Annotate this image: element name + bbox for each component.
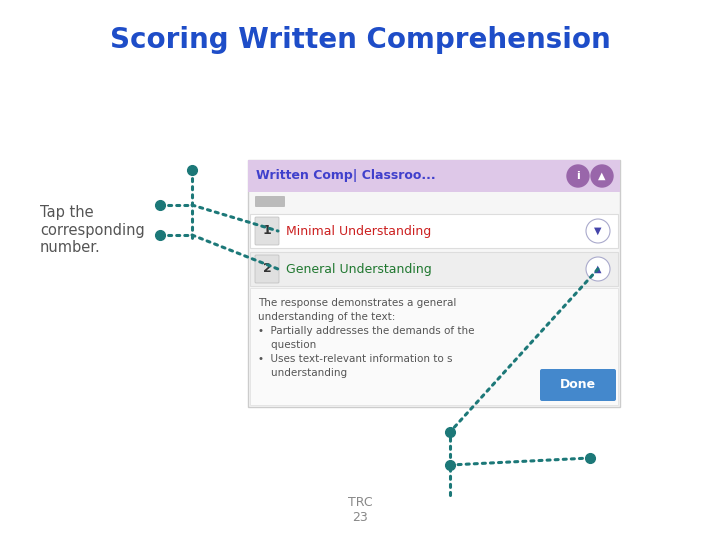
FancyBboxPatch shape (540, 369, 616, 401)
FancyBboxPatch shape (255, 196, 285, 207)
Text: Scoring Written Comprehension: Scoring Written Comprehension (109, 26, 611, 54)
Text: 2: 2 (263, 262, 271, 275)
Text: ▲: ▲ (598, 171, 606, 181)
Text: Done: Done (560, 379, 596, 392)
Text: TRC
23: TRC 23 (348, 496, 372, 524)
Text: Written Comp| Classroo...: Written Comp| Classroo... (256, 170, 436, 183)
Circle shape (567, 165, 589, 187)
FancyBboxPatch shape (255, 255, 279, 283)
Text: The response demonstrates a general: The response demonstrates a general (258, 298, 456, 308)
Text: understanding: understanding (258, 368, 347, 378)
Text: i: i (576, 171, 580, 181)
Text: ▲: ▲ (594, 264, 602, 274)
Bar (248, 160, 620, 192)
Text: •  Uses text-relevant information to s: • Uses text-relevant information to s (258, 354, 452, 364)
Text: 1: 1 (263, 225, 271, 238)
Text: Minimal Understanding: Minimal Understanding (286, 225, 431, 238)
Text: General Understanding: General Understanding (286, 262, 432, 275)
Circle shape (586, 257, 610, 281)
Bar (250, 288, 618, 405)
Bar (250, 214, 618, 248)
Text: question: question (258, 340, 316, 350)
FancyBboxPatch shape (255, 217, 279, 245)
Text: Tap the
arrow to view
rubric criteria.: Tap the arrow to view rubric criteria. (345, 340, 449, 390)
Text: ▼: ▼ (594, 226, 602, 236)
Text: Tap the
corresponding
number.: Tap the corresponding number. (40, 205, 145, 255)
Circle shape (591, 165, 613, 187)
Text: understanding of the text:: understanding of the text: (258, 312, 395, 322)
Bar (250, 252, 618, 286)
Circle shape (586, 219, 610, 243)
Bar (248, 160, 620, 407)
Text: •  Partially addresses the demands of the: • Partially addresses the demands of the (258, 326, 474, 336)
